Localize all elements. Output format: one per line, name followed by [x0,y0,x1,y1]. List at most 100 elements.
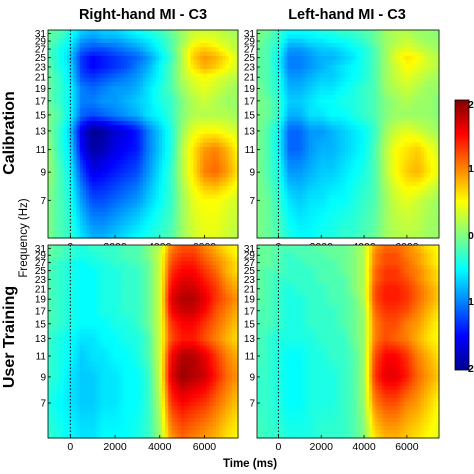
heatmap-cell [70,190,74,196]
heatmap-cell [155,86,160,92]
heatmap-cell [86,186,90,191]
heatmap-cell [139,51,144,57]
heatmap-cell [266,86,270,92]
heatmap-cell [420,60,425,66]
heatmap-cell [165,194,169,200]
heatmap-cell [158,134,163,139]
heatmap-cell [219,73,223,79]
heatmap-cell [206,177,211,183]
heatmap-cell [57,95,62,100]
heatmap-cell [165,173,169,178]
heatmap-cell [143,225,147,230]
heatmap-cell [281,47,285,53]
heatmap-cell [417,168,422,174]
heatmap-cell [393,38,398,44]
heatmap-cell [338,151,343,157]
heatmap-cell [435,99,440,105]
heatmap-cell [369,103,373,109]
heatmap-cell [378,134,382,139]
heatmap-cell [263,121,267,126]
heatmap-cell [63,64,68,70]
heatmap-cell [234,73,239,79]
heatmap-cell [234,220,239,226]
heatmap-cell [375,95,379,100]
heatmap-cell [158,207,163,213]
heatmap-cell [257,173,261,178]
heatmap-cell [127,164,131,170]
heatmap-cell [420,151,425,157]
heatmap-cell [184,168,188,174]
heatmap-cell [399,147,404,152]
heatmap-cell [177,138,182,144]
heatmap-cell [399,60,404,66]
heatmap-cell [98,225,103,230]
heatmap-cell [393,86,398,92]
heatmap-cell [326,147,331,152]
heatmap-cell [60,125,65,131]
heatmap-cell [206,207,211,213]
heatmap-cell [344,155,349,161]
heatmap-cell [139,30,144,35]
heatmap-cell [269,38,273,44]
heatmap-cell [114,103,119,109]
heatmap-cell [73,164,78,170]
heatmap-cell [181,112,185,118]
heatmap-cell [95,47,100,53]
heatmap-cell [296,69,301,74]
heatmap-cell [257,99,261,105]
heatmap-cell [158,82,163,87]
heatmap-cell [57,30,62,35]
heatmap-cell [357,116,361,122]
heatmap-cell [293,108,298,113]
heatmap-cell [284,77,288,83]
heatmap-cell [136,177,141,183]
heatmap-cell [317,69,322,74]
heatmap-cell [363,103,367,109]
heatmap-cell [48,51,52,57]
heatmap-cell [338,129,343,135]
heatmap-cell [405,168,410,174]
heatmap-cell [152,194,157,200]
heatmap-cell [372,121,376,126]
heatmap-cell [200,69,204,74]
heatmap-cell [155,34,160,40]
heatmap-cell [414,160,419,165]
heatmap-cell [323,47,328,53]
heatmap-cell [293,129,298,135]
heatmap-cell [314,173,319,178]
heatmap-cell [86,125,90,131]
heatmap-cell [354,142,358,148]
heatmap-cell [95,30,100,35]
heatmap-cell [332,77,337,83]
heatmap-cell [219,90,223,96]
heatmap-cell [344,103,349,109]
heatmap-cell [290,43,294,48]
heatmap-cell [73,229,78,235]
heatmap-cell [152,190,157,196]
heatmap-cell [190,216,195,222]
heatmap-cell [92,56,97,61]
heatmap-cell [260,99,264,105]
heatmap-cell [402,64,407,70]
heatmap-cell [344,64,349,70]
heatmap-cell [363,112,367,118]
heatmap-cell [222,64,226,70]
heatmap-cell [165,64,169,70]
heatmap-cell [149,43,154,48]
heatmap-cell [162,47,166,53]
heatmap-cell [378,138,382,144]
heatmap-cell [320,103,325,109]
heatmap-cell [396,43,401,48]
heatmap-cell [354,147,358,152]
heatmap-cell [372,116,376,122]
heatmap-cell [335,138,340,144]
heatmap-cell [215,229,220,235]
heatmap-cell [278,108,282,113]
heatmap-cell [111,56,116,61]
heatmap-cell [124,190,128,196]
heatmap-cell [405,38,410,44]
heatmap-cell [357,129,361,135]
heatmap-cell [63,134,68,139]
heatmap-cell [86,121,90,126]
heatmap-cell [332,168,337,174]
